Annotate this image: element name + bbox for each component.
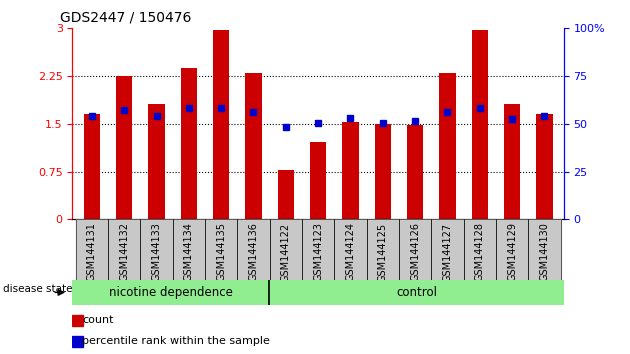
Text: nicotine dependence: nicotine dependence <box>109 286 232 299</box>
Text: GSM144123: GSM144123 <box>313 222 323 281</box>
Bar <box>496 219 529 280</box>
Bar <box>432 219 464 280</box>
Bar <box>367 219 399 280</box>
Bar <box>140 219 173 280</box>
Text: GSM144134: GSM144134 <box>184 222 194 281</box>
Bar <box>529 219 561 280</box>
Bar <box>270 219 302 280</box>
Text: percentile rank within the sample: percentile rank within the sample <box>83 336 270 346</box>
Bar <box>439 73 455 219</box>
Bar <box>335 219 367 280</box>
Bar <box>246 73 261 219</box>
Bar <box>72 336 83 347</box>
Bar <box>238 219 270 280</box>
Text: GSM144127: GSM144127 <box>442 222 452 282</box>
Bar <box>149 103 164 219</box>
Text: disease state: disease state <box>3 284 72 294</box>
Bar <box>302 219 335 280</box>
Bar <box>72 315 83 326</box>
Bar <box>302 219 335 280</box>
Text: GSM144130: GSM144130 <box>539 222 549 281</box>
Text: GSM144132: GSM144132 <box>119 222 129 281</box>
Bar <box>407 125 423 219</box>
Bar <box>432 219 464 280</box>
Bar <box>464 219 496 280</box>
Bar <box>205 219 238 280</box>
Text: GSM144136: GSM144136 <box>248 222 258 281</box>
Bar <box>529 219 561 280</box>
Text: GSM144122: GSM144122 <box>281 222 291 282</box>
Bar <box>464 219 496 280</box>
Bar <box>76 219 108 280</box>
Text: GSM144125: GSM144125 <box>378 222 388 282</box>
Text: GSM144124: GSM144124 <box>345 222 355 281</box>
Bar <box>504 103 520 219</box>
Bar <box>108 219 140 280</box>
Text: control: control <box>396 286 437 299</box>
Text: GSM144128: GSM144128 <box>475 222 485 281</box>
Bar <box>76 219 108 280</box>
Bar <box>213 30 229 219</box>
Bar <box>496 219 529 280</box>
Text: GSM144133: GSM144133 <box>151 222 161 281</box>
Bar <box>181 68 197 219</box>
Text: GDS2447 / 150476: GDS2447 / 150476 <box>60 11 192 25</box>
Bar <box>238 219 270 280</box>
Bar <box>335 219 367 280</box>
Bar <box>278 170 294 219</box>
Text: GSM144129: GSM144129 <box>507 222 517 281</box>
Bar <box>399 219 432 280</box>
Bar <box>205 219 238 280</box>
Bar <box>116 76 132 219</box>
Bar <box>173 219 205 280</box>
Bar <box>270 219 302 280</box>
Bar <box>367 219 399 280</box>
Bar <box>536 114 553 219</box>
Bar <box>310 142 326 219</box>
Bar <box>108 219 140 280</box>
Bar <box>173 219 205 280</box>
Bar <box>342 122 358 219</box>
Text: count: count <box>83 315 114 325</box>
Bar <box>84 114 100 219</box>
Text: GSM144131: GSM144131 <box>87 222 97 281</box>
Bar <box>472 30 488 219</box>
Text: GSM144135: GSM144135 <box>216 222 226 281</box>
Bar <box>399 219 432 280</box>
Bar <box>269 280 564 305</box>
Bar <box>72 280 269 305</box>
Text: GSM144126: GSM144126 <box>410 222 420 281</box>
Bar <box>140 219 173 280</box>
Bar <box>375 124 391 219</box>
